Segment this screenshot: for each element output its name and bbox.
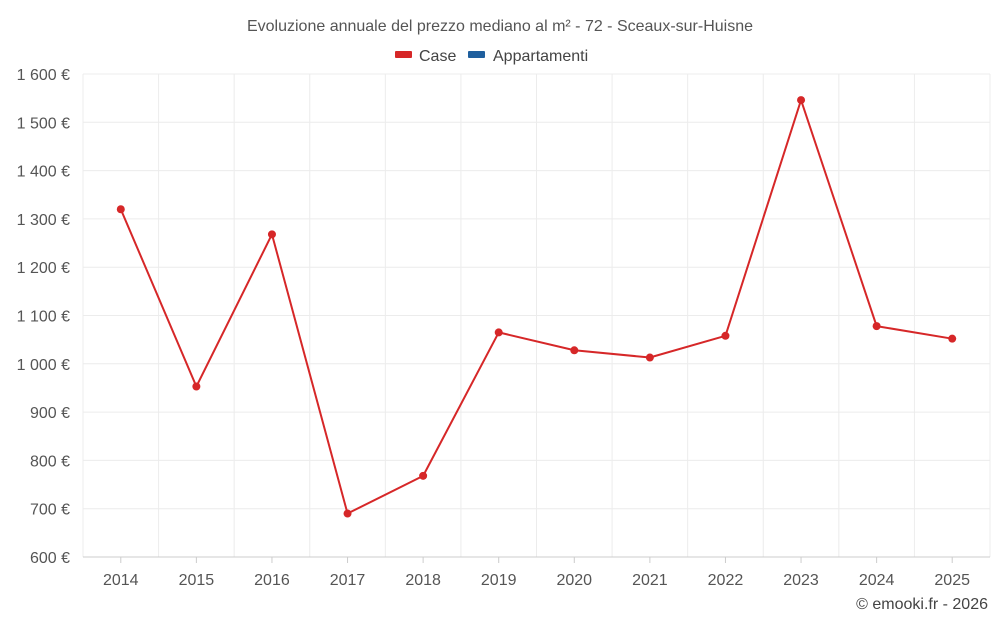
data-point-2015[interactable]: [192, 382, 201, 391]
x-tick-label: 2018: [405, 572, 441, 589]
data-point-2020[interactable]: [570, 346, 579, 355]
data-point-2023[interactable]: [797, 96, 806, 105]
data-point-2017[interactable]: [343, 509, 352, 518]
y-tick-label: 800 €: [30, 453, 70, 470]
legend: Case Appartamenti: [395, 48, 588, 65]
data-point-2024[interactable]: [872, 322, 881, 331]
x-tick-label: 2021: [632, 572, 668, 589]
x-tick-label: 2022: [708, 572, 744, 589]
y-axis: 1 600 € 1 500 € 1 400 € 1 300 € 1 200 € 1 100…: [17, 67, 70, 567]
legend-label-case: Case: [419, 48, 456, 65]
data-point-2025[interactable]: [948, 334, 957, 343]
x-tick-label: 2015: [179, 572, 215, 589]
data-point-2016[interactable]: [267, 230, 276, 239]
y-tick-label: 1 500 €: [17, 115, 70, 132]
chart-title: Evoluzione annuale del prezzo mediano al…: [247, 18, 753, 35]
series-line-case: [119, 99, 953, 515]
y-tick-label: 1 600 €: [17, 67, 70, 84]
legend-item-appartamenti[interactable]: Appartamenti: [468, 48, 588, 65]
data-point-2019[interactable]: [494, 328, 503, 337]
x-tick-label: 2017: [330, 572, 366, 589]
series-case: [116, 96, 957, 518]
legend-swatch-appartamenti: [468, 51, 485, 58]
grid: [82, 73, 991, 557]
legend-label-appartamenti: Appartamenti: [493, 48, 588, 65]
data-point-2018[interactable]: [419, 471, 428, 480]
data-point-2022[interactable]: [721, 331, 730, 340]
legend-item-case[interactable]: Case: [395, 48, 456, 65]
x-tick-label: 2019: [481, 572, 517, 589]
x-tick-label: 2016: [254, 572, 290, 589]
x-tick-label: 2025: [934, 572, 970, 589]
y-tick-label: 1 200 €: [17, 260, 70, 277]
x-axis: 2014 2015 2016 2017 2018 2019 2020 2021 2022 2023…: [83, 556, 990, 589]
y-tick-label: 1 100 €: [17, 309, 70, 326]
x-tick-label: 2023: [783, 572, 819, 589]
credit-text: © emooki.fr - 2026: [856, 596, 988, 613]
y-tick-label: 900 €: [30, 405, 70, 422]
y-tick-label: 1 400 €: [17, 164, 70, 181]
x-tick-label: 2014: [103, 572, 139, 589]
x-tick-label: 2024: [859, 572, 895, 589]
data-point-2014[interactable]: [116, 205, 125, 214]
y-tick-label: 700 €: [30, 502, 70, 519]
y-tick-label: 1 300 €: [17, 212, 70, 229]
legend-swatch-case: [395, 51, 412, 58]
x-tick-label: 2020: [556, 572, 592, 589]
y-tick-label: 1 000 €: [17, 357, 70, 374]
y-tick-label: 600 €: [30, 550, 70, 567]
data-point-2021[interactable]: [645, 353, 654, 362]
